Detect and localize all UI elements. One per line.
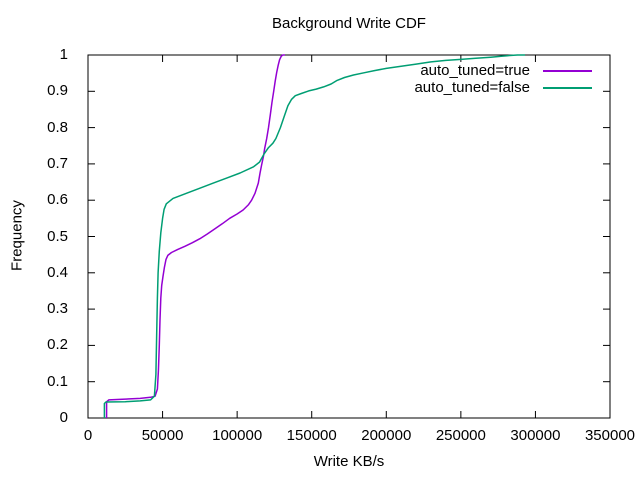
- y-tick-label: 0.4: [47, 263, 68, 281]
- legend-entry-auto-tuned-true: auto_tuned=true: [414, 62, 592, 79]
- x-tick-label: 300000: [510, 427, 561, 444]
- legend-label-auto-tuned-true: auto_tuned=true: [420, 62, 530, 79]
- x-tick-label: 250000: [435, 427, 486, 444]
- y-tick-label: 0.2: [47, 336, 68, 354]
- x-tick-label: 350000: [584, 427, 636, 444]
- chart-title: Background Write CDF: [272, 15, 426, 32]
- x-axis-label: Write KB/s: [313, 453, 385, 470]
- x-tick-label: 50000: [141, 427, 184, 444]
- legend: auto_tuned=true auto_tuned=false: [414, 62, 592, 96]
- y-tick-label: 0.8: [47, 118, 68, 136]
- x-tick-label: 0: [83, 427, 93, 444]
- y-tick-label: 0.5: [47, 227, 68, 245]
- x-tick-label: 200000: [361, 427, 412, 444]
- cdf-line-auto-tuned-false: [103, 54, 525, 418]
- x-tick-label: 100000: [212, 427, 263, 444]
- legend-line-sample-auto-tuned-true: [543, 69, 592, 72]
- y-tick-label: 0.7: [47, 154, 68, 172]
- plot-border: [87, 54, 611, 419]
- y-tick-label: 0.9: [47, 82, 68, 100]
- y-tick-label: 1: [59, 46, 68, 63]
- y-tick-label: 0.6: [47, 191, 68, 209]
- y-tick-label: 0.3: [47, 300, 68, 318]
- legend-label-auto-tuned-false: auto_tuned=false: [414, 79, 530, 96]
- y-tick-label: 0: [59, 409, 68, 426]
- legend-entry-auto-tuned-false: auto_tuned=false: [414, 79, 592, 96]
- cdf-line-auto-tuned-true: [105, 54, 285, 418]
- x-tick-label: 150000: [286, 427, 337, 444]
- y-tick-label: 0.1: [47, 372, 68, 390]
- legend-line-sample-auto-tuned-false: [543, 86, 592, 89]
